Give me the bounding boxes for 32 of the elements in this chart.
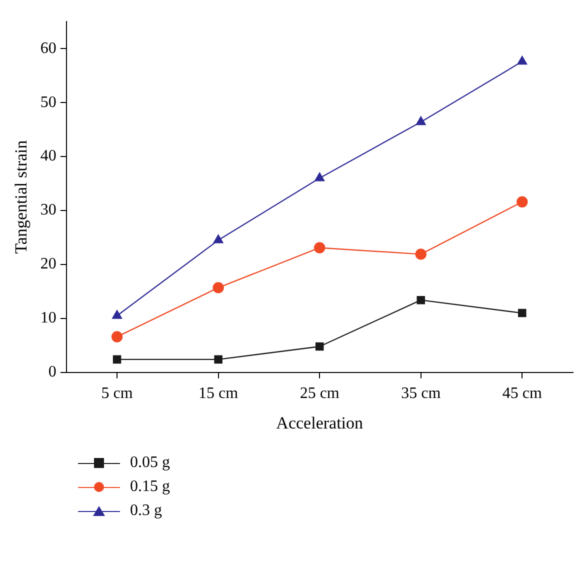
y-tick-label: 10 xyxy=(40,310,56,327)
point xyxy=(213,234,224,244)
point xyxy=(416,116,426,126)
x-axis-title: Acceleration xyxy=(276,413,364,432)
y-tick-label: 50 xyxy=(40,94,56,111)
point xyxy=(518,308,526,318)
x-tick-label: 15 cm xyxy=(198,385,239,402)
legend-label: 0.05 g xyxy=(130,454,170,472)
point xyxy=(516,196,528,208)
y-tick-label: 20 xyxy=(40,256,56,273)
y-tick-label: 0 xyxy=(48,364,56,381)
point xyxy=(112,355,122,364)
y-tick-label: 60 xyxy=(40,40,56,57)
x-tick-label: 5 cm xyxy=(101,385,134,402)
y-tick-label: 40 xyxy=(40,148,56,165)
point xyxy=(212,282,224,294)
point xyxy=(111,331,123,342)
point xyxy=(415,248,426,260)
point xyxy=(214,355,222,364)
point xyxy=(112,310,122,319)
point xyxy=(416,296,426,304)
point xyxy=(517,56,528,65)
x-tick-label: 25 cm xyxy=(300,385,340,402)
x-tick-label: 35 cm xyxy=(401,385,442,402)
y-tick-label: 30 xyxy=(40,202,56,219)
y-axis-title: Tangential strain xyxy=(12,140,31,254)
legend-label: 0.15 g xyxy=(130,478,170,496)
legend-label: 0.3 g xyxy=(130,502,162,520)
x-tick-label: 45 cm xyxy=(502,385,542,402)
point xyxy=(314,242,326,254)
point xyxy=(314,172,325,182)
point xyxy=(315,342,324,351)
